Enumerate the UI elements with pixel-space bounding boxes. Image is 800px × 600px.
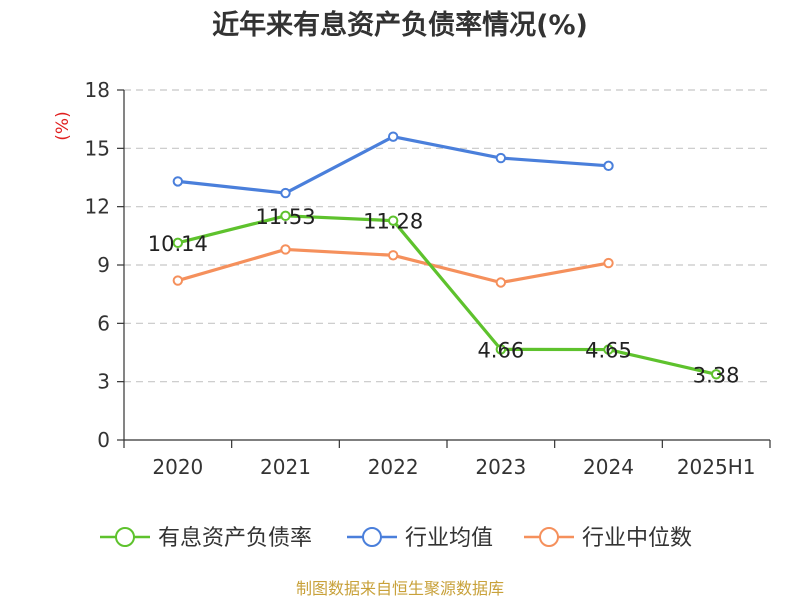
data-point: [280, 244, 291, 255]
legend-marker: [362, 527, 382, 547]
data-point: [603, 160, 614, 172]
data-point: [172, 237, 184, 249]
data-label: 11.28: [363, 210, 423, 234]
legend-item-1[interactable]: 行业均值: [347, 526, 493, 551]
axes: 0 3 6 9 12 15 18 2020 2021 2022 2023 2024 2025H1: [85, 78, 771, 479]
legend-item-0[interactable]: 有息资产负债率: [100, 526, 312, 551]
data-point: [603, 257, 614, 269]
grid-lines: [124, 89, 770, 383]
data-point: [172, 275, 184, 286]
data-label: 11.53: [255, 205, 315, 229]
data-point: [280, 187, 291, 199]
data-labels: 10.14 11.53 11.28 4.66 4.65 3.38: [148, 205, 740, 387]
x-tick-label: 2024: [583, 455, 634, 479]
data-label: 10.14: [148, 232, 208, 256]
data-label: 4.66: [477, 338, 524, 362]
x-tick-label: 2023: [475, 455, 526, 479]
data-point: [387, 215, 399, 226]
chart-title: 近年来有息资产负债率情况(%): [212, 9, 588, 41]
y-tick-label: 12: [85, 195, 110, 219]
data-label: 3.38: [693, 363, 740, 387]
data-point: [495, 152, 507, 164]
x-tick-label: 2025H1: [677, 455, 756, 479]
legend-marker: [115, 527, 135, 547]
y-tick-label: 0: [97, 428, 110, 452]
legend-label: 有息资产负债率: [158, 526, 312, 551]
data-point: [495, 344, 507, 355]
y-tick-label: 15: [85, 136, 110, 160]
y-axis-label: (%): [53, 111, 73, 140]
data-point: [172, 176, 184, 187]
x-tick-label: 2022: [368, 455, 419, 479]
series-layer: [172, 131, 722, 380]
legend-label: 行业均值: [405, 526, 493, 551]
source-note: 制图数据来自恒生聚源数据库: [296, 579, 504, 598]
legend-label: 行业中位数: [582, 526, 692, 551]
data-point: [603, 344, 614, 355]
x-tick-label: 2020: [152, 455, 203, 479]
legend-item-2[interactable]: 行业中位数: [524, 526, 692, 551]
data-point: [387, 131, 399, 142]
legend[interactable]: 有息资产负债率 行业均值 行业中位数: [100, 526, 692, 551]
data-point: [387, 250, 399, 261]
y-tick-label: 9: [97, 253, 110, 277]
legend-marker: [539, 527, 559, 547]
y-tick-label: 3: [97, 370, 110, 394]
series-line-0: [177, 214, 717, 376]
x-tick-label: 2021: [260, 455, 311, 479]
data-point: [280, 210, 291, 222]
series-line-1: [177, 135, 609, 195]
data-point: [495, 277, 507, 288]
data-label: 4.65: [585, 339, 632, 363]
y-tick-label: 18: [85, 78, 110, 102]
data-point: [710, 369, 722, 380]
y-tick-label: 6: [97, 311, 110, 335]
